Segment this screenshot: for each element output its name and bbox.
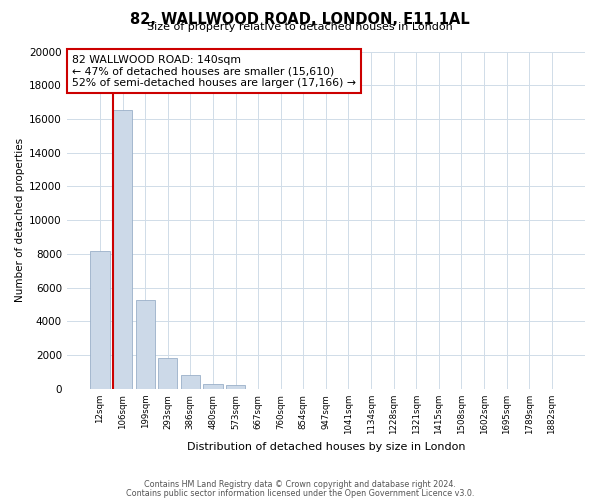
Bar	[91, 250, 110, 389]
Bar	[203, 384, 223, 389]
Bar	[181, 376, 200, 389]
Bar	[226, 384, 245, 389]
Text: Contains public sector information licensed under the Open Government Licence v3: Contains public sector information licen…	[126, 489, 474, 498]
X-axis label: Distribution of detached houses by size in London: Distribution of detached houses by size …	[187, 442, 465, 452]
Text: 82, WALLWOOD ROAD, LONDON, E11 1AL: 82, WALLWOOD ROAD, LONDON, E11 1AL	[130, 12, 470, 28]
Text: 82 WALLWOOD ROAD: 140sqm
← 47% of detached houses are smaller (15,610)
52% of se: 82 WALLWOOD ROAD: 140sqm ← 47% of detach…	[72, 55, 356, 88]
Y-axis label: Number of detached properties: Number of detached properties	[15, 138, 25, 302]
Bar	[136, 300, 155, 389]
Bar	[113, 110, 132, 389]
Text: Size of property relative to detached houses in London: Size of property relative to detached ho…	[147, 22, 453, 32]
Bar	[158, 358, 178, 389]
Text: Contains HM Land Registry data © Crown copyright and database right 2024.: Contains HM Land Registry data © Crown c…	[144, 480, 456, 489]
